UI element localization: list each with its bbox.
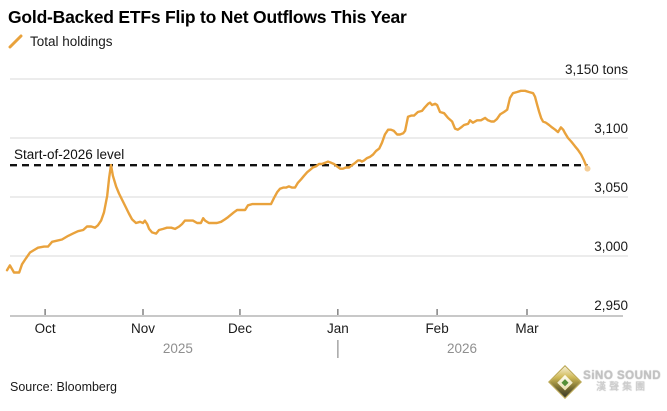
year-label: 2026 (447, 341, 477, 356)
y-tick-label: 3,000 (594, 239, 628, 254)
chart-title: Gold-Backed ETFs Flip to Net Outflows Th… (8, 7, 407, 27)
reference-line-label: Start-of-2026 level (14, 147, 125, 162)
month-label: Dec (228, 321, 252, 336)
logo-brand-text: SiNO SOUND (583, 370, 661, 383)
total-holdings-line (5, 89, 589, 274)
y-tick-label: 3,050 (594, 180, 628, 195)
y-tick-label: 2,950 (594, 298, 628, 313)
logo-chinese-text: 漢聲集團 (596, 382, 649, 394)
sino-sound-logo: SiNO SOUND 漢聲集團 (548, 365, 661, 399)
month-label: Oct (35, 321, 56, 336)
month-label: Nov (131, 321, 155, 336)
year-label: 2025 (163, 341, 193, 356)
line-endpoint-dot (584, 165, 591, 172)
logo-text-block: SiNO SOUND 漢聲集團 (583, 370, 661, 394)
month-label: Feb (425, 321, 448, 336)
month-label: Jan (327, 321, 349, 336)
diamond-logo-icon (548, 365, 583, 399)
y-tick-label: 3,150 tons (565, 62, 628, 77)
legend-label: Total holdings (30, 34, 113, 49)
month-label: Mar (515, 321, 539, 336)
source-attribution: Source: Bloomberg (10, 380, 118, 394)
legend-line-icon (8, 34, 23, 49)
legend: Total holdings (8, 34, 113, 49)
y-tick-label: 3,100 (594, 121, 628, 136)
